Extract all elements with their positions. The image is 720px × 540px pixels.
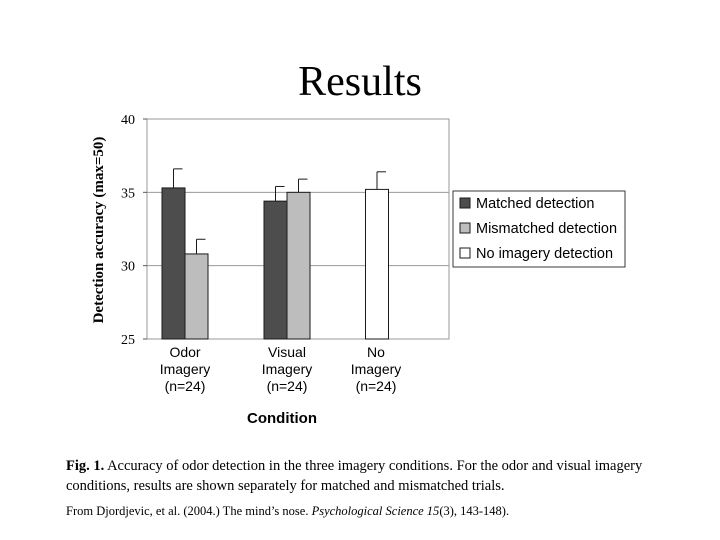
x-tick-label: Odor — [169, 344, 200, 360]
x-tick-label: Imagery — [160, 361, 211, 377]
y-axis-label: Detection accuracy (max=50) — [91, 137, 107, 324]
legend-label: Matched detection — [476, 196, 595, 212]
y-tick-label: 35 — [121, 186, 135, 201]
bar — [184, 253, 209, 340]
y-tick-label: 40 — [121, 113, 135, 128]
bar — [365, 188, 389, 340]
x-tick-label: (n=24) — [267, 378, 308, 394]
bar — [161, 187, 186, 340]
legend-label: No imagery detection — [476, 246, 613, 262]
x-tick-label: (n=24) — [165, 378, 206, 394]
y-tick-label: 30 — [121, 260, 135, 275]
citation-journal: Psychological Science 15 — [311, 504, 440, 518]
x-tick-label: Imagery — [351, 361, 402, 377]
caption-text: Accuracy of odor detection in the three … — [66, 458, 643, 494]
figure-caption: Fig. 1. Accuracy of odor detection in th… — [66, 456, 666, 496]
x-axis-label: Condition — [247, 410, 317, 427]
bar — [263, 200, 288, 340]
slide-title: Results — [298, 59, 422, 105]
citation-prefix: From Djordjevic, et al. (2004.) The mind… — [66, 504, 312, 518]
legend-swatch — [459, 222, 471, 234]
legend-swatch — [459, 247, 471, 259]
legend-box — [452, 190, 626, 268]
citation: From Djordjevic, et al. (2004.) The mind… — [66, 502, 686, 520]
x-tick-label: Visual — [268, 344, 306, 360]
legend-label: Mismatched detection — [476, 221, 617, 237]
x-tick-label: (n=24) — [356, 378, 397, 394]
legend-swatch — [459, 197, 471, 209]
chart-legend: Matched detection Mismatched detection No … — [452, 190, 626, 268]
x-tick-label: Imagery — [262, 361, 313, 377]
plot-area: 25303540OdorImagery(n=24)VisualImagery(n… — [121, 113, 450, 394]
x-tick-label: No — [367, 344, 385, 360]
bar — [286, 191, 311, 340]
citation-suffix: (3), 143-148). — [439, 504, 510, 518]
bar-chart: 25303540OdorImagery(n=24)VisualImagery(n… — [91, 113, 626, 427]
caption-label: Fig. 1. — [66, 458, 105, 474]
y-tick-label: 25 — [121, 333, 135, 348]
